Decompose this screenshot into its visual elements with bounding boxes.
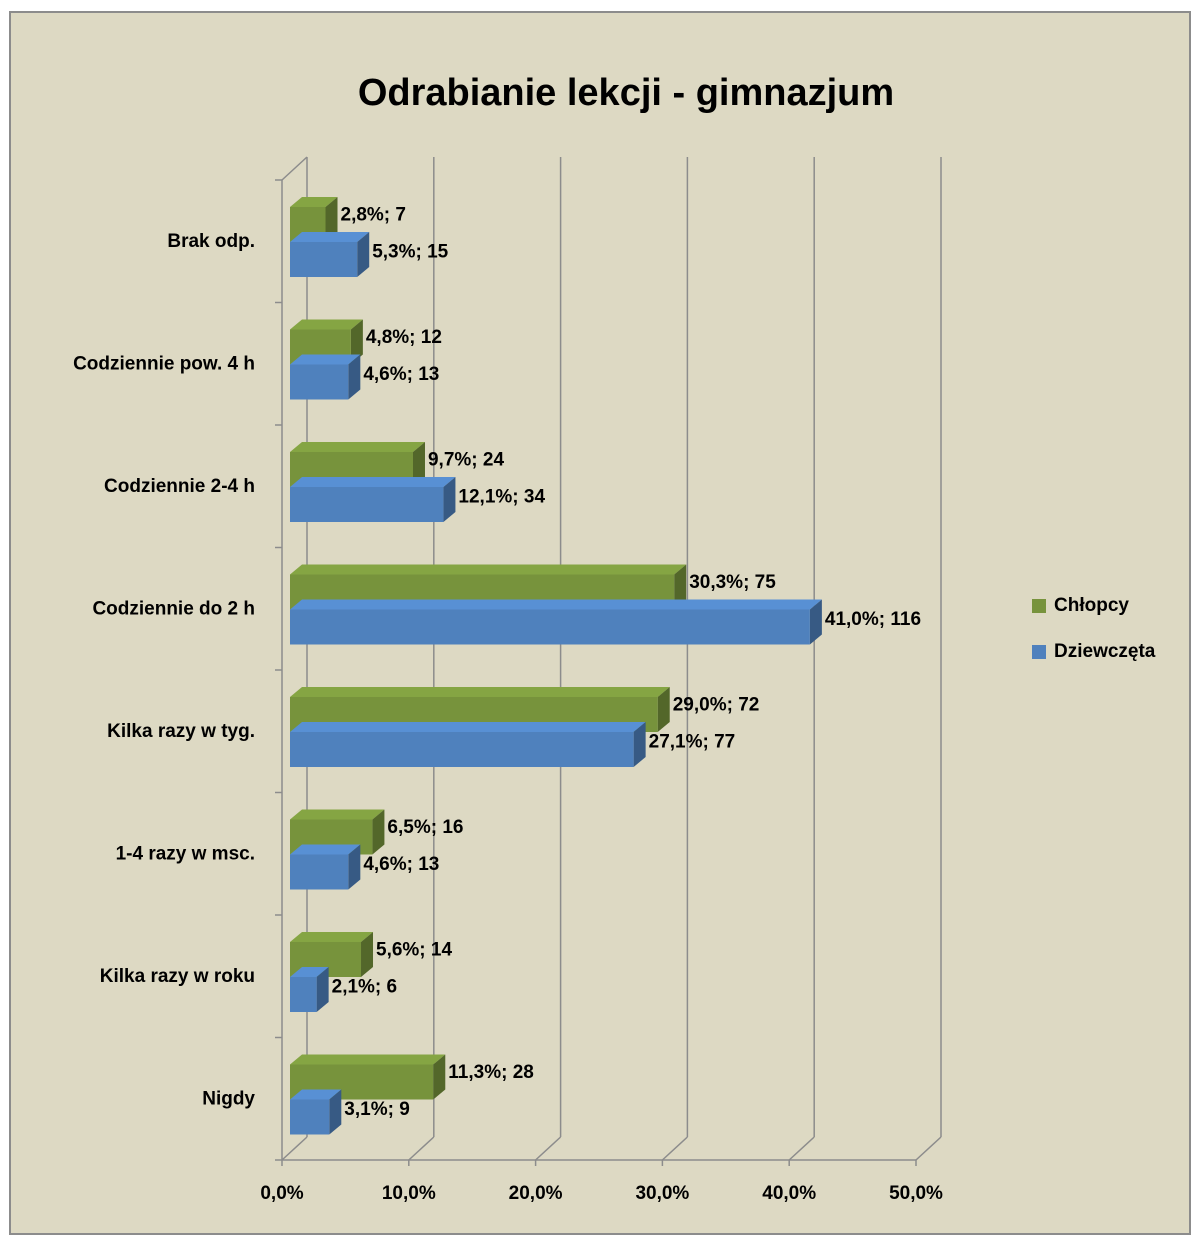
data-label: 41,0%; 116 [825,609,921,630]
data-label: 5,3%; 15 [372,242,448,263]
bar-top [290,844,361,855]
axis-wall [281,156,308,181]
bar [290,599,822,645]
data-label: 4,6%; 13 [363,854,439,875]
y-tick-label: Codziennie pow. 4 h [73,354,255,375]
bar-side [443,477,456,522]
bar-front [290,977,317,1012]
bar-top [290,599,822,610]
bar-top [290,319,363,330]
bar-side [412,442,425,487]
data-label: 4,6%; 13 [363,364,439,385]
x-tick-label: 40,0% [762,1183,816,1204]
x-tick-label: 10,0% [382,1183,436,1204]
grid-line [408,1136,435,1161]
data-label: 9,7%; 24 [428,450,504,471]
bar-side [433,1054,446,1100]
x-tick-label: 30,0% [635,1183,689,1204]
bar-side [325,197,338,242]
bar-side [674,564,687,610]
data-label: 2,1%; 6 [332,977,397,998]
chart-title: Odrabianie lekcji - gimnazjum [358,72,894,114]
bar-top [290,197,338,207]
data-label: 6,5%; 16 [387,817,463,838]
bar [290,844,361,890]
grid-line [281,1136,308,1161]
bar-side [348,844,361,890]
bar-side [348,354,361,400]
y-tick-label: Codziennie 2-4 h [104,476,255,497]
y-tick-label: Brak odp. [167,231,255,252]
x-tick-label: 50,0% [889,1183,943,1204]
x-tick-label: 0,0% [260,1183,303,1204]
bar-side [350,319,363,365]
bar-top [290,1089,342,1100]
bar-front [290,1099,330,1135]
bar [290,232,370,277]
y-tick-label: 1-4 razy w msc. [116,844,255,865]
bar-top [290,564,687,575]
bar [290,477,456,522]
legend-swatch [1032,599,1046,613]
y-tick-label: Nigdy [202,1089,255,1110]
bar-front [290,609,810,645]
bar [290,722,646,767]
bar-side [329,1089,342,1135]
grid-line [788,1136,815,1161]
bar [290,967,329,1012]
bar [290,1089,342,1135]
legend-swatch [1032,645,1046,659]
bar-top [290,967,329,977]
data-label: 5,6%; 14 [376,940,452,961]
bar-front [290,854,349,890]
bar-front [290,364,349,400]
data-label: 2,8%; 7 [341,205,406,226]
data-label: 27,1%; 77 [649,732,736,753]
bar-front [290,732,634,767]
data-label: 12,1%; 34 [458,487,545,508]
bar-top [290,687,670,697]
grid-line [915,1136,942,1161]
bar-side [633,722,646,767]
bar-side [361,932,374,977]
bar-top [290,232,370,242]
legend-label: Dziewczęta [1054,641,1156,662]
bar-top [290,809,385,820]
bar-top [290,442,425,452]
bar-top [290,354,361,365]
bar [290,354,361,400]
data-label: 29,0%; 72 [673,695,760,716]
y-tick-label: Kilka razy w tyg. [107,721,255,742]
bar-side [316,967,329,1012]
data-label: 11,3%; 28 [448,1062,534,1083]
y-tick-label: Codziennie do 2 h [92,599,255,620]
bar-side [357,232,370,277]
data-label: 4,8%; 12 [366,327,442,348]
bar-top [290,477,456,487]
y-tick-label: Kilka razy w roku [100,966,255,987]
x-tick-label: 20,0% [509,1183,563,1204]
bar-side [809,599,822,645]
bar-side [372,809,385,855]
bar-top [290,1054,446,1065]
legend-label: Chłopcy [1054,595,1129,616]
data-label: 30,3%; 75 [689,572,776,593]
grid-line [661,1136,688,1161]
bar-side [657,687,670,732]
bar-top [290,722,646,732]
bar-front [290,487,444,522]
data-label: 3,1%; 9 [344,1099,409,1120]
grid-line [535,1136,562,1161]
bar-top [290,932,374,942]
bar-front [290,242,358,277]
